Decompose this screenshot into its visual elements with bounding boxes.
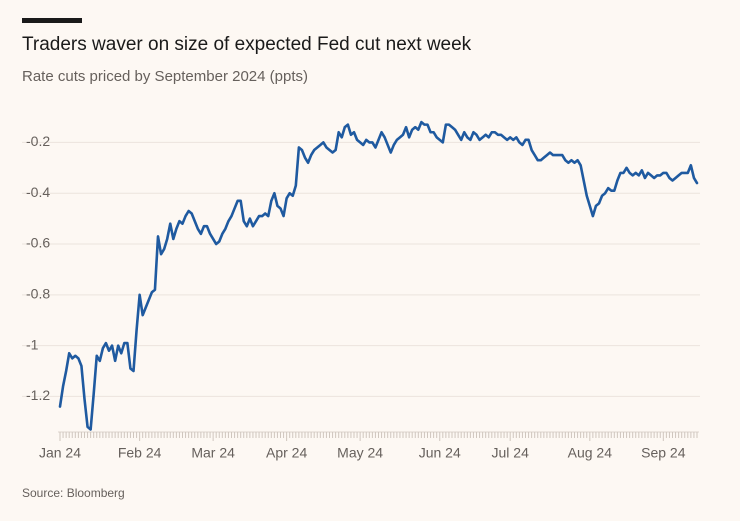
x-tick-label: May 24 <box>337 445 383 461</box>
y-tick-label: -0.2 <box>26 133 50 149</box>
x-tick-label: Aug 24 <box>568 445 613 461</box>
x-tick-label: Sep 24 <box>641 445 686 461</box>
y-tick-label: -0.4 <box>26 184 50 200</box>
x-tick-label: Jan 24 <box>39 445 81 461</box>
x-tick-label: Feb 24 <box>118 445 162 461</box>
chart-subtitle: Rate cuts priced by September 2024 (ppts… <box>22 68 308 85</box>
x-tick-label: Jul 24 <box>492 445 530 461</box>
x-tick-label: Apr 24 <box>266 445 307 461</box>
data-line <box>58 120 699 431</box>
x-tick-label: Jun 24 <box>419 445 461 461</box>
y-tick-label: -1.2 <box>26 387 50 403</box>
brand-bar <box>22 18 82 23</box>
y-tick-label: -0.8 <box>26 286 50 302</box>
chart-title: Traders waver on size of expected Fed cu… <box>22 34 472 55</box>
source-note: Source: Bloomberg <box>22 486 125 500</box>
y-tick-label: -1 <box>26 336 39 352</box>
y-tick-label: -0.6 <box>26 235 50 251</box>
x-tick-label: Mar 24 <box>191 445 235 461</box>
